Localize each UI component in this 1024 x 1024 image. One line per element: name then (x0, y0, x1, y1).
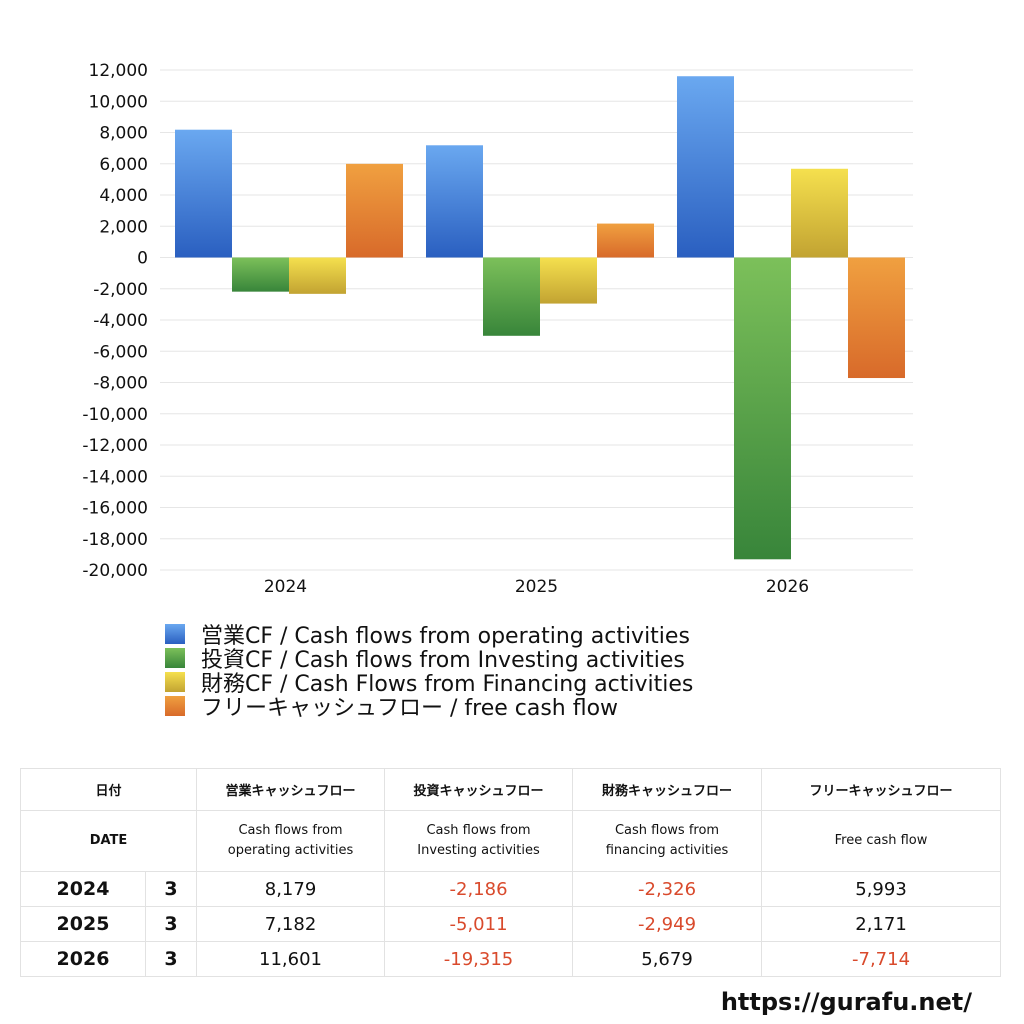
cell-operating: 7,182 (196, 906, 386, 942)
table-row: 2024 3 8,179 -2,186 -2,326 5,993 (20, 871, 1002, 907)
site-url[interactable]: https://gurafu.net/ (720, 988, 972, 1016)
x-tick-label: 2026 (766, 577, 809, 597)
legend-swatch-financing (165, 672, 185, 692)
bars (175, 76, 905, 560)
y-tick-label: -18,000 (82, 530, 148, 550)
x-tick-label: 2025 (515, 577, 558, 597)
y-tick-label: -10,000 (82, 405, 148, 425)
bar-investing-2025 (483, 257, 540, 336)
bar-free-2024 (346, 163, 403, 258)
header-investing-en-line2: Investing activities (417, 843, 540, 858)
row-year: 2024 (20, 871, 146, 907)
table-row: 2026 3 11,601 -19,315 5,679 -7,714 (20, 941, 1002, 977)
y-tick-label: 10,000 (89, 92, 148, 112)
header-operating-jp: 営業キャッシュフロー (196, 768, 386, 811)
cell-investing: -5,011 (384, 906, 574, 942)
header-free-jp: フリーキャッシュフロー (761, 768, 1002, 811)
cell-free: 2,171 (761, 906, 1002, 942)
bar-free-2026 (848, 257, 905, 379)
header-financing-en: Cash flows from financing activities (572, 810, 763, 872)
y-tick-label: 12,000 (89, 61, 148, 81)
y-tick-label: -4,000 (93, 311, 148, 331)
header-financing-jp: 財務キャッシュフロー (572, 768, 763, 811)
legend-item-investing: 投資CF / Cash flows from Investing activit… (165, 646, 693, 673)
bar-financing-2024 (289, 257, 346, 294)
x-tick-labels: 2024 2025 2026 (264, 577, 809, 597)
cell-operating: 11,601 (196, 941, 386, 977)
y-tick-label: 2,000 (99, 217, 148, 237)
cell-financing: -2,326 (572, 871, 763, 907)
y-tick-label: 0 (137, 249, 148, 269)
y-tick-label: -2,000 (93, 280, 148, 300)
row-year: 2026 (20, 941, 146, 977)
bar-operating-2024 (175, 129, 232, 258)
header-date-en: DATE (19, 810, 198, 872)
header-financing-en-line2: financing activities (605, 843, 729, 858)
row-year: 2025 (20, 906, 146, 942)
row-month: 3 (144, 906, 198, 942)
header-operating-en-line1: Cash flows from (238, 823, 343, 838)
y-tick-label: -6,000 (93, 342, 148, 362)
header-free-en: Free cash flow (761, 810, 1002, 872)
header-operating-en: Cash flows from operating activities (196, 810, 386, 872)
cell-investing: -2,186 (384, 871, 574, 907)
y-tick-label: -8,000 (93, 374, 148, 394)
table-header-en: DATE Cash flows from operating activitie… (19, 810, 1002, 872)
y-tick-label: -12,000 (82, 436, 148, 456)
row-month: 3 (144, 871, 198, 907)
header-date-jp: 日付 (19, 768, 198, 811)
legend-label-free: フリーキャッシュフロー / free cash flow (201, 696, 619, 721)
header-investing-jp: 投資キャッシュフロー (384, 768, 574, 811)
legend-item-operating: 営業CF / Cash flows from operating activit… (165, 622, 693, 649)
header-investing-en: Cash flows from Investing activities (384, 810, 574, 872)
legend-label-financing: 財務CF / Cash Flows from Financing activit… (201, 672, 694, 697)
header-investing-en-line1: Cash flows from (426, 823, 531, 838)
legend-swatch-operating (165, 624, 185, 644)
bar-operating-2025 (426, 145, 483, 258)
cell-financing: -2,949 (572, 906, 763, 942)
cell-free: -7,714 (761, 941, 1002, 977)
cash-flow-bar-chart: 12,000 10,000 8,000 6,000 4,000 2,000 0 -2,000 -… (82, 61, 913, 597)
cell-financing: 5,679 (572, 941, 763, 977)
y-tick-label: 6,000 (99, 155, 148, 175)
bar-operating-2026 (677, 76, 734, 258)
legend-item-free: フリーキャッシュフロー / free cash flow (165, 694, 693, 721)
bar-investing-2026 (734, 257, 791, 560)
y-tick-labels: 12,000 10,000 8,000 6,000 4,000 2,000 0 -2,000 -… (82, 61, 148, 581)
legend: 営業CF / Cash flows from operating activit… (165, 622, 693, 721)
y-tick-label: 8,000 (99, 124, 148, 144)
cell-investing: -19,315 (384, 941, 574, 977)
cell-operating: 8,179 (196, 871, 386, 907)
y-tick-label: -20,000 (82, 561, 148, 581)
bar-free-2025 (597, 223, 654, 258)
header-operating-en-line2: operating activities (227, 843, 354, 858)
table-row: 2025 3 7,182 -5,011 -2,949 2,171 (20, 906, 1002, 942)
y-tick-label: -16,000 (82, 499, 148, 519)
legend-label-investing: 投資CF / Cash flows from Investing activit… (201, 648, 685, 673)
legend-label-operating: 営業CF / Cash flows from operating activit… (201, 624, 690, 649)
legend-swatch-free (165, 696, 185, 716)
bar-financing-2026 (791, 168, 848, 258)
bar-investing-2024 (232, 257, 289, 292)
row-month: 3 (144, 941, 198, 977)
legend-swatch-investing (165, 648, 185, 668)
cash-flow-table: 日付 営業キャッシュフロー 投資キャッシュフロー 財務キャッシュフロー フリーキ… (19, 768, 1002, 977)
y-tick-label: -14,000 (82, 467, 148, 487)
legend-item-financing: 財務CF / Cash Flows from Financing activit… (165, 670, 693, 697)
table-header-jp: 日付 営業キャッシュフロー 投資キャッシュフロー 財務キャッシュフロー フリーキ… (19, 768, 1002, 811)
header-financing-en-line1: Cash flows from (614, 823, 720, 838)
x-tick-label: 2024 (264, 577, 307, 597)
bar-financing-2025 (540, 257, 597, 304)
y-tick-label: 4,000 (99, 186, 148, 206)
cell-free: 5,993 (761, 871, 1002, 907)
